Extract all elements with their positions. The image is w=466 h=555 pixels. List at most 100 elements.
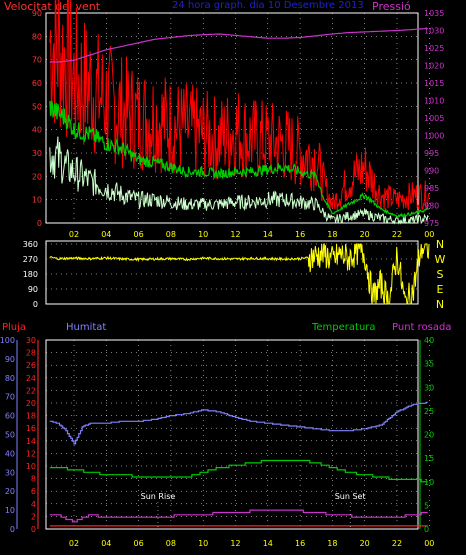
direction-tick-label: 0 xyxy=(33,300,38,309)
wind-x-tick-label: 16 xyxy=(295,230,305,239)
temperature-tick-label: 25 xyxy=(424,407,434,416)
wind-tick-label: 30 xyxy=(32,149,42,158)
wind-axis-ticks: 0 10 20 30 40 50 60 70 80 90 xyxy=(32,9,42,228)
wind-panel-grid xyxy=(46,12,430,224)
direction-axis-ticks: 0 90 180 270 360 xyxy=(23,240,38,309)
temperature-tick-label: 5 xyxy=(424,501,429,510)
wind-tick-label: 90 xyxy=(32,9,42,18)
wind-x-tick-label: 14 xyxy=(263,230,273,239)
rain-label: Pluja xyxy=(2,322,26,333)
temperature-tick-label: 20 xyxy=(424,431,434,440)
sun-annotation-label: Sun Rise xyxy=(141,492,176,501)
pressure-tick-label: 990 xyxy=(424,167,439,176)
humidity-tick-label: 30 xyxy=(5,468,15,477)
climate-x-tick-label: 04 xyxy=(101,539,111,548)
climate-x-tick-label: 06 xyxy=(134,539,144,548)
wind-speed-label: Velocitat del vent xyxy=(4,0,101,13)
compass-label: N xyxy=(436,238,444,251)
humidity-tick-label: 50 xyxy=(5,431,15,440)
direction-tick-label: 90 xyxy=(28,285,38,294)
sun-annotations: Sun Rise Sun Set xyxy=(141,492,366,529)
compass-label: N xyxy=(436,298,444,311)
climate-panel-series xyxy=(49,401,428,527)
climate-x-tick-label: 14 xyxy=(263,539,273,548)
direction-tick-label: 270 xyxy=(23,255,38,264)
climate-x-tick-label: 08 xyxy=(166,539,176,548)
humidity-tick-label: 40 xyxy=(5,449,15,458)
wind-x-tick-label: 08 xyxy=(166,230,176,239)
wind-low-line xyxy=(49,136,429,225)
dewpoint-line xyxy=(49,509,428,523)
wind-x-tick-label: 18 xyxy=(327,230,337,239)
wind-x-tick-label: 10 xyxy=(198,230,208,239)
temperature-tick-label: 0 xyxy=(424,525,429,534)
climate-axis-ticks: 0102030405060708090100024681012141618202… xyxy=(0,336,434,534)
humidity-tick-label: 90 xyxy=(5,355,15,364)
pressure-tick-label: 1000 xyxy=(424,132,444,141)
rain-tick-label: 12 xyxy=(26,449,36,458)
humidity-tick-label: 80 xyxy=(5,374,15,383)
rain-tick-label: 10 xyxy=(26,462,36,471)
pressure-tick-label: 1025 xyxy=(424,44,444,53)
compass-label: W xyxy=(435,253,446,266)
temperature-line xyxy=(49,459,428,483)
temperature-tick-label: 40 xyxy=(424,336,434,345)
wind-x-tick-label: 00 xyxy=(424,230,434,239)
climate-x-tick-label: 02 xyxy=(69,539,79,548)
rain-tick-label: 4 xyxy=(31,500,36,509)
rain-tick-label: 14 xyxy=(26,437,36,446)
wind-x-tick-label: 04 xyxy=(101,230,111,239)
humidity-tick-label: 100 xyxy=(0,336,15,345)
compass-label: E xyxy=(437,283,444,296)
rain-tick-label: 0 xyxy=(31,525,36,534)
pressure-axis-ticks: 975 980 985 990 995 1000 1005 1010 1015 1020 1025 1… xyxy=(424,9,444,228)
pressure-label: Pressió xyxy=(372,0,411,13)
pressure-tick-label: 1020 xyxy=(424,62,444,71)
pressure-tick-label: 975 xyxy=(424,219,439,228)
climate-x-tick-label: 12 xyxy=(230,539,240,548)
pressure-tick-label: 1015 xyxy=(424,79,444,88)
wind-tick-label: 60 xyxy=(32,79,42,88)
wind-x-tick-label: 20 xyxy=(360,230,370,239)
climate-x-tick-label: 20 xyxy=(360,539,370,548)
pressure-tick-label: 1010 xyxy=(424,97,444,106)
wind-tick-label: 50 xyxy=(32,102,42,111)
humidity-tick-label: 20 xyxy=(5,487,15,496)
pressure-tick-label: 985 xyxy=(424,184,439,193)
temperature-tick-label: 15 xyxy=(424,454,434,463)
rain-tick-label: 24 xyxy=(26,374,36,383)
climate-x-tick-label: 10 xyxy=(198,539,208,548)
climate-x-tick-label: 16 xyxy=(295,539,305,548)
sun-annotation-label: Sun Set xyxy=(335,492,366,501)
wind-panel-x-ticks: 02 04 06 08 10 12 14 16 18 20 22 00 xyxy=(69,230,434,239)
temperature-tick-label: 35 xyxy=(424,360,434,369)
temperature-tick-label: 10 xyxy=(424,478,434,487)
climate-panel-grid xyxy=(46,339,430,530)
humidity-tick-label: 10 xyxy=(5,506,15,515)
temperature-label: Temperatura xyxy=(311,322,376,333)
rain-tick-label: 30 xyxy=(26,336,36,345)
pressure-tick-label: 980 xyxy=(424,202,439,211)
wind-x-tick-label: 06 xyxy=(134,230,144,239)
direction-tick-label: 360 xyxy=(23,240,38,249)
wind-panel-frame xyxy=(45,12,419,224)
rain-tick-label: 8 xyxy=(31,475,36,484)
pressure-tick-label: 1005 xyxy=(424,114,444,123)
rain-tick-label: 18 xyxy=(26,412,36,421)
humidity-tick-label: 70 xyxy=(5,393,15,402)
direction-line xyxy=(49,243,430,305)
climate-x-tick-label: 18 xyxy=(327,539,337,548)
humidity-tick-label: 60 xyxy=(5,412,15,421)
compass-label: S xyxy=(437,268,444,281)
pressure-tick-label: 995 xyxy=(424,149,439,158)
wind-tick-label: 80 xyxy=(32,32,42,41)
humidity-line xyxy=(49,401,428,445)
pressure-line xyxy=(49,27,428,63)
temperature-tick-label: 30 xyxy=(424,383,434,392)
pressure-tick-label: 1030 xyxy=(424,27,444,36)
wind-x-tick-label: 02 xyxy=(69,230,79,239)
wind-tick-label: 20 xyxy=(32,172,42,181)
rain-tick-label: 20 xyxy=(26,399,36,408)
